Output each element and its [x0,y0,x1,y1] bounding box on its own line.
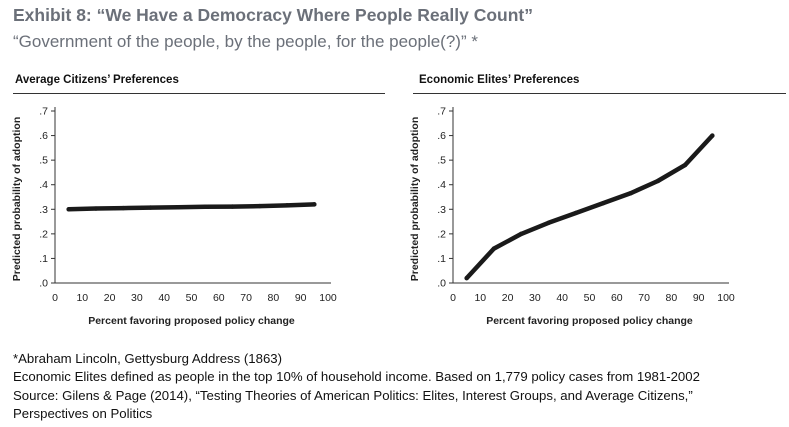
y-tick-label: .7 [437,106,446,118]
x-tick-label: 70 [638,292,650,304]
y-tick-label: .3 [39,204,48,216]
x-tick-label: 10 [76,292,88,304]
y-tick-label: .7 [39,106,48,118]
data-point [546,220,551,225]
x-axis-label: Percent favoring proposed policy change [88,315,295,327]
x-tick-label: 20 [502,292,514,304]
x-tick-label: 90 [693,292,705,304]
footnote-journal: Perspectives on Politics [13,405,153,421]
x-tick-label: 40 [158,292,170,304]
footnote-elites-definition: Economic Elites defined as people in the… [13,369,700,385]
x-tick-label: 30 [131,292,143,304]
x-tick-label: 60 [611,292,623,304]
data-point [573,210,579,216]
data-point [284,203,290,208]
y-tick-label: .0 [437,278,446,290]
x-tick-label: 80 [666,292,678,304]
y-tick-label: .1 [39,253,48,265]
x-axis-label: Percent favoring proposed policy change [486,315,693,327]
y-tick-label: .2 [39,228,48,240]
x-tick-label: 0 [52,292,58,304]
right-chart-title: Economic Elites’ Preferences [419,74,580,86]
y-tick-label: .5 [39,155,48,167]
x-tick-label: 10 [474,292,486,304]
footnote-source: Source: Gilens & Page (2014), “Testing T… [13,387,693,403]
series-line [464,133,715,281]
data-point [66,207,71,212]
left-chart-title-rule [13,93,385,94]
x-tick-label: 100 [319,292,337,304]
y-tick-label: .3 [437,204,446,216]
data-point [682,162,688,168]
x-tick-label: 90 [295,292,307,304]
data-point [202,204,208,210]
left-chart-title: Average Citizens’ Preferences [15,74,179,86]
average-citizens-chart: .0 .1 .2 .3 .4 .5 .6 .7 0 10 20 30 40 50 60 70 80 90 100 Pe… [11,106,337,328]
exhibit-title: Exhibit 8: “We Have a Democracy Where Pe… [13,5,533,25]
y-tick-label: .4 [39,179,48,191]
data-point [464,275,469,281]
x-tick-label: 40 [556,292,568,304]
x-tick-label: 100 [717,292,735,304]
data-point [148,205,153,210]
y-axis-label: Predicted probability of adoption [11,117,23,282]
x-tick-label: 80 [268,292,280,304]
x-tick-label: 50 [186,292,198,304]
y-tick-label: .0 [39,278,48,290]
data-point [655,178,660,184]
economic-elites-chart: .0 .1 .2 .3 .4 .5 .6 .7 0 10 20 30 40 50 60 70 80 90 100 Pe… [409,106,735,328]
y-tick-label: .6 [437,130,446,142]
y-tick-label: .2 [437,228,446,240]
exhibit-subtitle: “Government of the people, by the people… [13,32,478,51]
x-tick-label: 50 [584,292,596,304]
x-tick-label: 60 [213,292,225,304]
y-axis-label: Predicted probability of adoption [409,117,421,282]
y-tick-label: .5 [437,155,446,167]
data-point [710,133,715,138]
data-point [600,200,606,206]
data-point [121,205,126,211]
x-tick-label: 30 [529,292,541,304]
right-chart-title-rule [413,93,786,94]
y-tick-label: .1 [437,253,446,265]
y-tick-label: .4 [437,179,446,191]
x-tick-label: 70 [240,292,252,304]
data-point [519,231,524,237]
data-point [312,202,317,207]
data-point [93,206,99,211]
y-tick-label: .6 [39,130,48,142]
x-tick-label: 20 [104,292,116,304]
series-line [66,202,317,212]
data-point [628,191,633,196]
x-tick-label: 0 [450,292,456,304]
data-point [491,246,497,251]
data-point [230,204,235,209]
data-point [175,205,181,210]
footnote-lincoln: *Abraham Lincoln, Gettysburg Address (18… [13,351,283,366]
footnotes: *Abraham Lincoln, Gettysburg Address (18… [13,350,700,423]
data-point [257,203,262,209]
